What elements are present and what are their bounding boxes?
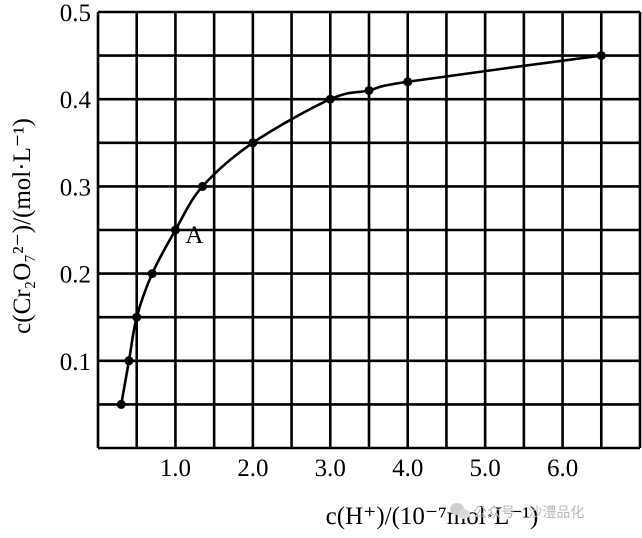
x-tick-label: 6.0 [547,455,578,482]
y-tick-label: 0.4 [60,87,92,114]
wechat-icon [450,503,470,519]
watermark-text: 公众号 · 沙澧品化 [473,505,584,521]
x-tick-label: 3.0 [315,455,346,482]
data-point [403,77,413,87]
data-point [248,138,258,148]
data-point [364,85,374,95]
y-tick-label: 0.3 [60,174,91,201]
y-tick-label: 0.5 [60,0,91,27]
x-tick-label: 5.0 [470,455,501,482]
data-point [147,269,157,279]
data-point [132,312,142,322]
y-tick-label: 0.2 [60,262,91,289]
tick-labels: 0.1 0.2 0.3 0.4 0.5 1.0 2.0 3.0 4.0 5.0 6.0 [60,0,578,482]
grid [96,10,642,450]
x-tick-label: 4.0 [392,455,423,482]
data-point [596,51,606,61]
watermark: 公众号 · 沙澧品化 [450,503,584,521]
y-axis-title: c(Cr₂O₇²⁻)/(mol·L⁻¹) [9,118,36,334]
data-point [170,225,180,235]
data-point [124,356,134,366]
x-tick-label: 2.0 [237,455,268,482]
data-point [116,399,126,409]
y-tick-label: 0.1 [60,349,91,376]
data-point [325,94,335,104]
x-tick-label: 1.0 [160,455,191,482]
series-layer [116,51,606,409]
annotation-a: A [185,222,203,249]
data-point [198,181,208,191]
x-axis-title: c(H⁺)/(10⁻⁷mol·L⁻¹) [326,503,539,530]
